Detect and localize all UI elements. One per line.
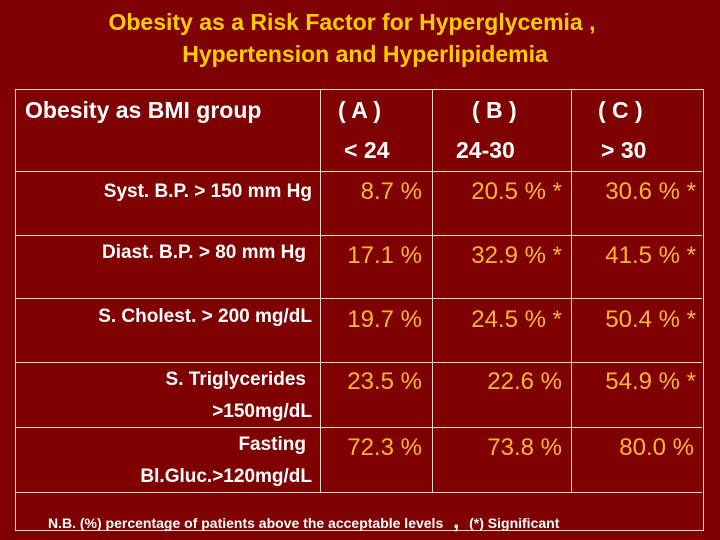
value-a: 23.5 %: [347, 368, 422, 395]
column-divider: [320, 89, 321, 492]
footnote: N.B. (%) percentage of patients above th…: [48, 508, 559, 534]
row-divider: [15, 235, 702, 236]
header-group-a: ( A ): [338, 97, 382, 123]
footnote-definition: N.B. (%) percentage of patients above th…: [48, 515, 444, 531]
header-label: Obesity as BMI group: [25, 97, 262, 123]
value-b: 73.8 %: [487, 434, 562, 461]
row-label: S. Triglycerides: [165, 369, 306, 390]
row-label: Syst. B.P. > 150 mm Hg: [103, 181, 312, 202]
value-a: 8.7 %: [360, 178, 422, 205]
value-c: 41.5 % *: [605, 242, 696, 269]
header-range-a: < 24: [344, 137, 390, 163]
table-border: [15, 89, 704, 531]
row-label: S. Cholest. > 200 mg/dL: [98, 306, 312, 327]
row-divider: [15, 298, 702, 299]
value-c: 30.6 % *: [605, 178, 696, 205]
value-c: 50.4 % *: [605, 306, 696, 333]
footnote-comma: ,: [453, 508, 460, 533]
slide-title-line-2: Hypertension and Hyperlipidemia: [182, 41, 548, 67]
row-label: Fasting: [238, 434, 306, 455]
header-group-c: ( C ): [598, 97, 643, 123]
header-range-b: 24-30: [456, 137, 515, 163]
header-group-b: ( B ): [472, 97, 517, 123]
value-b: 22.6 %: [487, 368, 562, 395]
row-label-line-2: >150mg/dL: [212, 401, 312, 422]
row-divider: [15, 427, 702, 428]
column-divider: [432, 89, 433, 492]
value-b: 32.9 % *: [471, 242, 562, 269]
value-a: 19.7 %: [347, 306, 422, 333]
header-range-c: > 30: [601, 137, 647, 163]
row-divider: [15, 362, 702, 363]
value-b: 24.5 % *: [471, 306, 562, 333]
value-c: 54.9 % *: [605, 368, 696, 395]
value-c: 80.0 %: [619, 434, 694, 461]
value-b: 20.5 % *: [471, 178, 562, 205]
slide-title-line-1: Obesity as a Risk Factor for Hyperglycem…: [108, 9, 596, 35]
column-divider: [571, 89, 572, 492]
row-label-line-2: Bl.Gluc.>120mg/dL: [140, 466, 312, 487]
value-a: 72.3 %: [347, 434, 422, 461]
row-divider: [15, 492, 702, 493]
row-label: Diast. B.P. > 80 mm Hg: [102, 242, 306, 263]
footnote-significance: (*) Significant: [469, 515, 560, 531]
row-divider: [15, 171, 702, 172]
value-a: 17.1 %: [347, 242, 422, 269]
